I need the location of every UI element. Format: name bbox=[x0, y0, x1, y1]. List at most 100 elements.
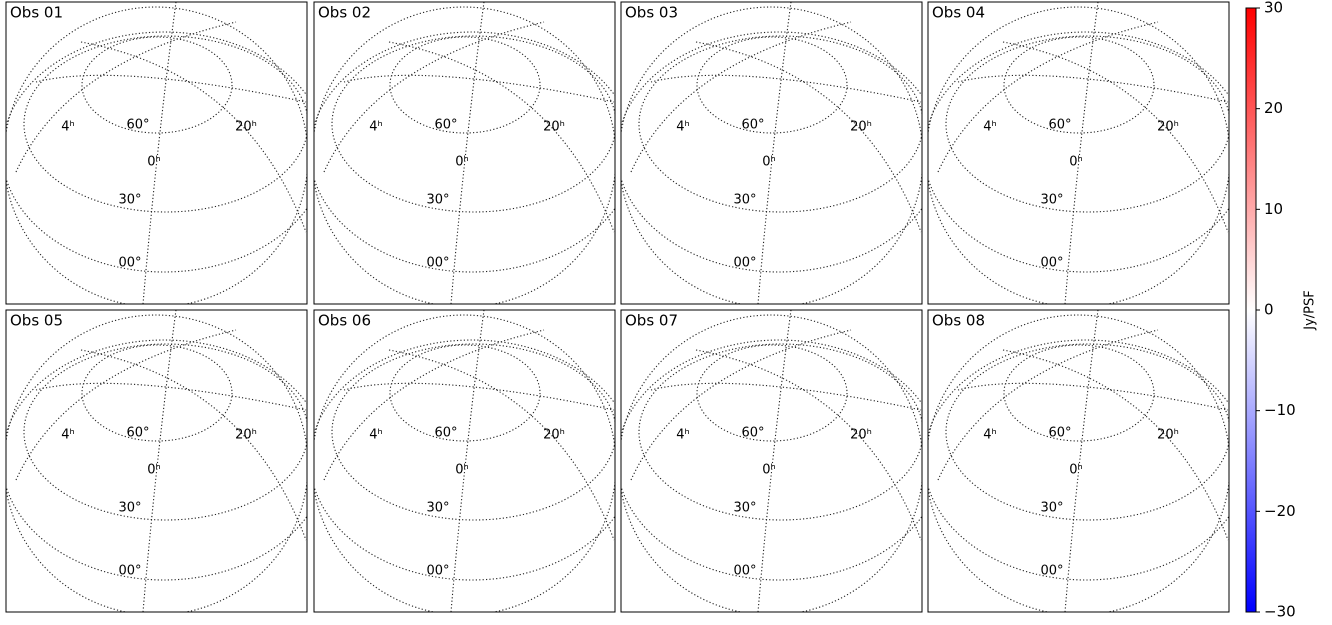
grid-line bbox=[938, 22, 1158, 172]
grid-label: 30° bbox=[118, 501, 141, 516]
grid-line bbox=[631, 330, 851, 480]
grid-line bbox=[143, 310, 176, 612]
grid-line bbox=[324, 22, 544, 172]
grid-label: 60° bbox=[126, 118, 149, 133]
sky-grid bbox=[617, 2, 941, 307]
panel: 4ʰ 0ʰ 20ʰ 60° 30° 00° Obs 02 bbox=[310, 2, 634, 307]
grid-label: 60° bbox=[434, 426, 457, 441]
grid-label: 60° bbox=[126, 426, 149, 441]
grid-label: 4ʰ bbox=[676, 120, 690, 135]
panel-frame bbox=[621, 2, 922, 304]
grid-line bbox=[16, 22, 236, 172]
panel-title: Obs 04 bbox=[932, 4, 985, 22]
grid-line bbox=[1004, 345, 1154, 441]
grid-line bbox=[344, 383, 614, 410]
grid-label: 4ʰ bbox=[61, 428, 75, 443]
grid-line bbox=[81, 350, 306, 540]
sky-grid bbox=[924, 310, 1248, 615]
grid-label: 00° bbox=[118, 564, 141, 579]
grid-label: 4ʰ bbox=[61, 120, 75, 135]
panel-frame bbox=[928, 310, 1229, 612]
sky-grid bbox=[2, 310, 326, 615]
grid-line bbox=[1065, 310, 1098, 612]
sky-grid bbox=[2, 2, 326, 307]
colorbar-tick-label: 10 bbox=[1264, 200, 1283, 218]
grid-line bbox=[310, 32, 634, 272]
grid-line bbox=[2, 340, 326, 580]
grid-label: 00° bbox=[1040, 256, 1063, 271]
grid-line bbox=[758, 310, 791, 612]
grid-line bbox=[82, 37, 232, 133]
grid-line bbox=[617, 32, 941, 272]
grid-label: 4ʰ bbox=[369, 120, 383, 135]
grid-label: 00° bbox=[426, 256, 449, 271]
panel-title: Obs 02 bbox=[318, 4, 371, 22]
grid-line bbox=[310, 340, 634, 580]
panel-title: Obs 06 bbox=[318, 312, 371, 330]
grid-label: 30° bbox=[426, 501, 449, 516]
panel-frame bbox=[6, 310, 307, 612]
grid-label: 20ʰ bbox=[850, 428, 872, 443]
grid-label: 0ʰ bbox=[147, 463, 161, 478]
grid-label: 20ʰ bbox=[235, 120, 257, 135]
grid-label: 60° bbox=[741, 426, 764, 441]
grid-label: 30° bbox=[733, 501, 756, 516]
panel-frame bbox=[621, 310, 922, 612]
grid-line bbox=[631, 22, 851, 172]
panel: 4ʰ 0ʰ 20ʰ 60° 30° 00° Obs 05 bbox=[2, 310, 326, 615]
grid-line bbox=[651, 75, 921, 102]
grid-line bbox=[958, 75, 1228, 102]
panel-title: Obs 03 bbox=[625, 4, 678, 22]
grid-label: 00° bbox=[733, 256, 756, 271]
grid-line bbox=[324, 330, 544, 480]
grid-label: 30° bbox=[733, 193, 756, 208]
grid-label: 20ʰ bbox=[850, 120, 872, 135]
grid-label: 0ʰ bbox=[1069, 155, 1083, 170]
grid-line bbox=[617, 340, 941, 580]
grid-line bbox=[2, 32, 326, 272]
sky-grid bbox=[310, 2, 634, 307]
grid-label: 60° bbox=[1048, 426, 1071, 441]
colorbar-tick-label: 30 bbox=[1264, 0, 1283, 17]
grid-label: 60° bbox=[1048, 118, 1071, 133]
grid-line bbox=[1004, 37, 1154, 133]
grid-label: 20ʰ bbox=[1157, 428, 1179, 443]
grid-label: 30° bbox=[426, 193, 449, 208]
panel-title: Obs 08 bbox=[932, 312, 985, 330]
grid-line bbox=[344, 75, 614, 102]
panel: 4ʰ0ʰ20ʰ60°30°00°Obs 08 bbox=[924, 310, 1248, 615]
panel-frame bbox=[314, 2, 615, 304]
grid-label: 00° bbox=[1040, 564, 1063, 579]
grid-label: 4ʰ bbox=[676, 428, 690, 443]
grid-line bbox=[696, 350, 921, 540]
grid-line bbox=[697, 37, 847, 133]
grid-line bbox=[389, 42, 614, 232]
grid-line bbox=[758, 2, 791, 304]
panel-frame bbox=[6, 2, 307, 304]
grid-label: 4ʰ bbox=[369, 428, 383, 443]
grid-label: 30° bbox=[1040, 193, 1063, 208]
colorbar-tick-label: −30 bbox=[1264, 603, 1296, 621]
grid-label: 0ʰ bbox=[762, 155, 776, 170]
panel-title: Obs 01 bbox=[10, 4, 63, 22]
grid-label: 00° bbox=[733, 564, 756, 579]
grid-label: 20ʰ bbox=[543, 120, 565, 135]
grid-line bbox=[36, 383, 306, 410]
grid-label: 0ʰ bbox=[455, 155, 469, 170]
grid-line bbox=[1003, 350, 1228, 540]
grid-label: 30° bbox=[1040, 501, 1063, 516]
grid-line bbox=[1003, 42, 1228, 232]
grid-line bbox=[1065, 2, 1098, 304]
grid-line bbox=[651, 383, 921, 410]
grid-label: 4ʰ bbox=[983, 428, 997, 443]
grid-label: 20ʰ bbox=[543, 428, 565, 443]
panel-frame bbox=[928, 2, 1229, 304]
grid-label: 60° bbox=[434, 118, 457, 133]
grid-label: 0ʰ bbox=[455, 463, 469, 478]
grid-label: 00° bbox=[118, 256, 141, 271]
grid-label: 20ʰ bbox=[235, 428, 257, 443]
panel-title: Obs 05 bbox=[10, 312, 63, 330]
